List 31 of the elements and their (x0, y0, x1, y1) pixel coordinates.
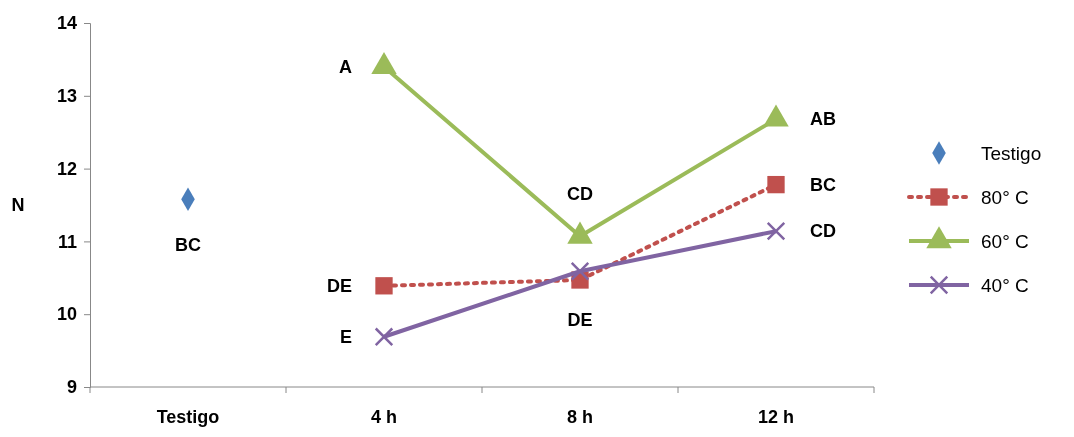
point (371, 52, 397, 75)
point (766, 221, 786, 241)
annotation: CD (810, 221, 836, 242)
annotation: BC (175, 235, 201, 256)
annotation: AB (810, 109, 836, 130)
point (570, 261, 590, 281)
legend-label: 80° C (981, 187, 1029, 208)
legend-label: 40° C (981, 275, 1029, 296)
y-tick-label: 10 (56, 304, 77, 325)
point (763, 104, 789, 127)
x-tick-label: 12 h (757, 407, 795, 427)
y-tick-label: 9 (66, 377, 77, 398)
annotation: CD (567, 184, 593, 205)
annotation: DE (567, 309, 593, 330)
y-tick-label: 12 (56, 158, 77, 179)
annotation: BC (810, 174, 836, 195)
annotation: DE (326, 275, 352, 296)
y-tick-label: 14 (56, 13, 77, 34)
annotation: E (339, 326, 352, 347)
point (375, 277, 393, 295)
y-tick-label: 11 (57, 231, 77, 252)
x-tick-label: 8 h (566, 407, 594, 427)
y-axis-title: N (11, 195, 25, 215)
annotation: A (339, 56, 352, 77)
point (374, 327, 394, 347)
y-tick-label: 13 (56, 86, 77, 107)
point (767, 175, 785, 194)
x-tick-label: Testigo (156, 407, 220, 427)
x-tick-label: 4 h (370, 407, 398, 427)
legend-label: Testigo (981, 143, 1042, 164)
legend-label: 60° C (981, 231, 1029, 252)
